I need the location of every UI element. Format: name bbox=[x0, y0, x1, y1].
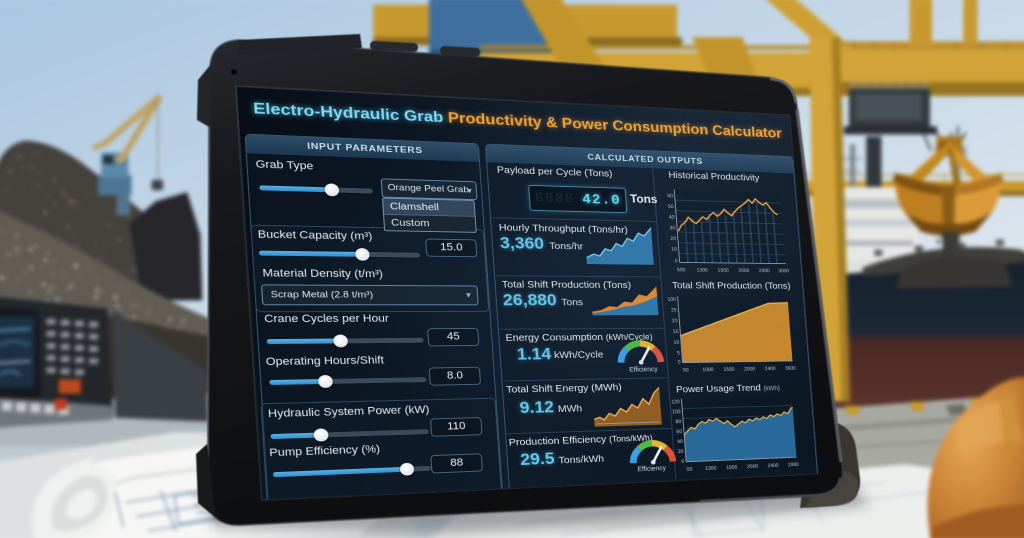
svg-text:60: 60 bbox=[676, 429, 683, 435]
svg-text:1000: 1000 bbox=[702, 367, 714, 373]
svg-text:100: 100 bbox=[667, 297, 676, 303]
svg-text:15: 15 bbox=[672, 329, 679, 335]
svg-text:1500: 1500 bbox=[723, 367, 735, 373]
svg-text:0: 0 bbox=[681, 459, 685, 465]
svg-text:500: 500 bbox=[677, 267, 686, 273]
svg-text:00: 00 bbox=[687, 467, 694, 473]
svg-text:3000: 3000 bbox=[778, 268, 790, 274]
svg-text:120: 120 bbox=[671, 399, 680, 405]
svg-text:2400: 2400 bbox=[768, 463, 780, 469]
svg-text:1300: 1300 bbox=[705, 465, 717, 471]
svg-text:5: 5 bbox=[677, 351, 681, 357]
svg-text:3600: 3600 bbox=[785, 366, 797, 372]
svg-text:50: 50 bbox=[668, 204, 675, 210]
svg-text:30: 30 bbox=[669, 225, 676, 231]
svg-text:2400: 2400 bbox=[765, 366, 777, 372]
svg-text:2000: 2000 bbox=[744, 366, 756, 372]
svg-text:100: 100 bbox=[672, 409, 681, 415]
svg-text:1300: 1300 bbox=[697, 267, 709, 273]
svg-text:2000: 2000 bbox=[747, 464, 759, 470]
svg-text:1900: 1900 bbox=[726, 465, 738, 471]
svg-text:2900: 2900 bbox=[788, 462, 800, 468]
svg-text:0: 0 bbox=[675, 258, 679, 264]
svg-text:2900: 2900 bbox=[759, 268, 771, 274]
svg-text:20: 20 bbox=[678, 449, 685, 455]
svg-text:1900: 1900 bbox=[718, 268, 730, 274]
svg-text:20: 20 bbox=[672, 318, 679, 324]
svg-text:25: 25 bbox=[671, 308, 678, 314]
svg-text:50: 50 bbox=[683, 367, 690, 373]
svg-text:40: 40 bbox=[669, 215, 676, 221]
svg-text:2000: 2000 bbox=[738, 268, 750, 274]
svg-text:0: 0 bbox=[678, 360, 682, 366]
svg-text:80: 80 bbox=[675, 419, 682, 425]
svg-text:10: 10 bbox=[673, 340, 680, 346]
svg-text:60: 60 bbox=[667, 193, 674, 199]
svg-text:10: 10 bbox=[671, 247, 678, 253]
svg-text:40: 40 bbox=[677, 439, 684, 445]
svg-text:20: 20 bbox=[670, 236, 677, 242]
